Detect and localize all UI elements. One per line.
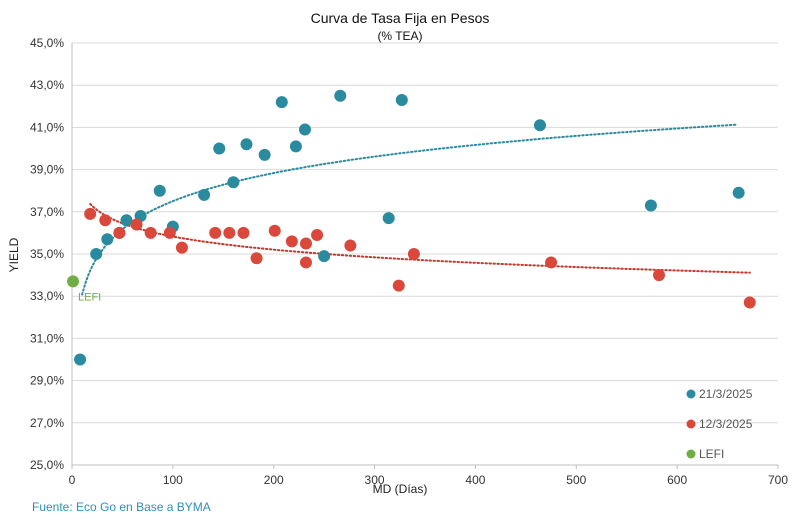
- legend-label: 12/3/2025: [699, 417, 753, 431]
- data-point-series-0: [382, 212, 395, 225]
- data-point-series-0: [644, 199, 657, 212]
- source-note: Fuente: Eco Go en Base a BYMA: [32, 500, 211, 514]
- x-tick-label: 400: [465, 473, 485, 487]
- y-tick-label: 37,0%: [30, 205, 64, 219]
- data-point-series-1: [113, 226, 126, 239]
- axes: [71, 43, 778, 466]
- data-point-series-1: [99, 214, 112, 227]
- chart-title: Curva de Tasa Fija en Pesos: [311, 10, 490, 26]
- data-point-series-2: [67, 275, 80, 288]
- y-tick-label: 39,0%: [30, 163, 64, 177]
- trendlines: [81, 123, 751, 296]
- data-point-series-1: [545, 256, 558, 269]
- annotations: LEFI: [78, 291, 101, 303]
- legend-marker: [686, 419, 696, 429]
- data-point-series-1: [299, 237, 312, 250]
- y-tick-label: 35,0%: [30, 247, 64, 261]
- data-point-series-1: [209, 226, 222, 239]
- x-tick-label: 600: [667, 473, 687, 487]
- gridlines: [72, 42, 778, 424]
- data-point-series-0: [240, 138, 253, 151]
- data-point-series-0: [395, 93, 408, 106]
- data-point-series-0: [227, 176, 240, 189]
- y-tick-label: 27,0%: [30, 416, 64, 430]
- trendline-series-0: [81, 123, 739, 296]
- data-point-series-1: [268, 224, 281, 237]
- y-tick-label: 25,0%: [30, 458, 64, 472]
- x-axis-title: MD (Días): [373, 482, 428, 496]
- data-point-series-1: [84, 207, 97, 220]
- y-tick-label: 31,0%: [30, 331, 64, 345]
- legend: 21/3/2025 12/3/2025 LEFI: [686, 387, 753, 461]
- data-point-series-1: [743, 296, 756, 309]
- y-tick-label: 29,0%: [30, 374, 64, 388]
- data-point-series-1: [311, 229, 324, 242]
- data-point-series-0: [198, 188, 211, 201]
- data-point-series-1: [223, 226, 236, 239]
- data-point-series-0: [334, 89, 347, 102]
- data-point-series-0: [732, 186, 745, 199]
- x-tick-label: 700: [768, 473, 788, 487]
- data-point-series-0: [318, 250, 331, 263]
- data-point-series-1: [144, 226, 157, 239]
- y-tick-label: 33,0%: [30, 289, 64, 303]
- data-point-series-0: [74, 353, 87, 366]
- data-point-series-0: [101, 233, 114, 246]
- data-point-series-0: [153, 184, 166, 197]
- data-point-series-1: [652, 269, 665, 282]
- data-point-series-0: [533, 119, 546, 132]
- data-point-series-0: [213, 142, 226, 155]
- data-point-series-0: [298, 123, 311, 136]
- chart-subtitle: (% TEA): [377, 29, 422, 43]
- data-point-series-0: [258, 148, 271, 161]
- legend-marker: [686, 389, 696, 399]
- trendline-series-1: [89, 203, 751, 274]
- data-point-series-1: [163, 226, 176, 239]
- data-point-series-0: [120, 214, 133, 227]
- data-point-series-0: [275, 96, 288, 109]
- data-point-series-1: [250, 252, 263, 265]
- data-point-series-0: [289, 140, 302, 153]
- data-point-series-1: [392, 279, 405, 292]
- x-tick-labels: 0 100 200 300 400 500 600 700: [69, 465, 788, 487]
- y-tick-labels: 25,0% 27,0% 29,0% 31,0% 33,0% 35,0% 37,0% 39,0%…: [30, 36, 64, 472]
- legend-label: 21/3/2025: [699, 387, 753, 401]
- data-point-series-1: [175, 241, 188, 254]
- y-tick-label: 41,0%: [30, 120, 64, 134]
- x-tick-label: 500: [566, 473, 586, 487]
- x-tick-label: 0: [69, 473, 76, 487]
- data-point-series-1: [130, 218, 143, 231]
- y-tick-label: 45,0%: [30, 36, 64, 50]
- y-axis-title: YIELD: [7, 237, 21, 272]
- data-point-series-0: [90, 248, 103, 260]
- data-point-series-1: [407, 248, 420, 260]
- data-points: [67, 89, 756, 366]
- legend-marker: [686, 449, 696, 459]
- data-point-series-1: [344, 239, 357, 252]
- data-point-series-1: [237, 226, 250, 239]
- x-tick-label: 100: [163, 473, 183, 487]
- data-point-series-1: [285, 235, 298, 248]
- y-tick-label: 43,0%: [30, 78, 64, 92]
- lefi-point-label: LEFI: [78, 291, 101, 303]
- legend-label: LEFI: [699, 447, 724, 461]
- x-tick-label: 300: [365, 473, 385, 487]
- data-point-series-1: [299, 256, 312, 269]
- x-tick-label: 200: [264, 473, 284, 487]
